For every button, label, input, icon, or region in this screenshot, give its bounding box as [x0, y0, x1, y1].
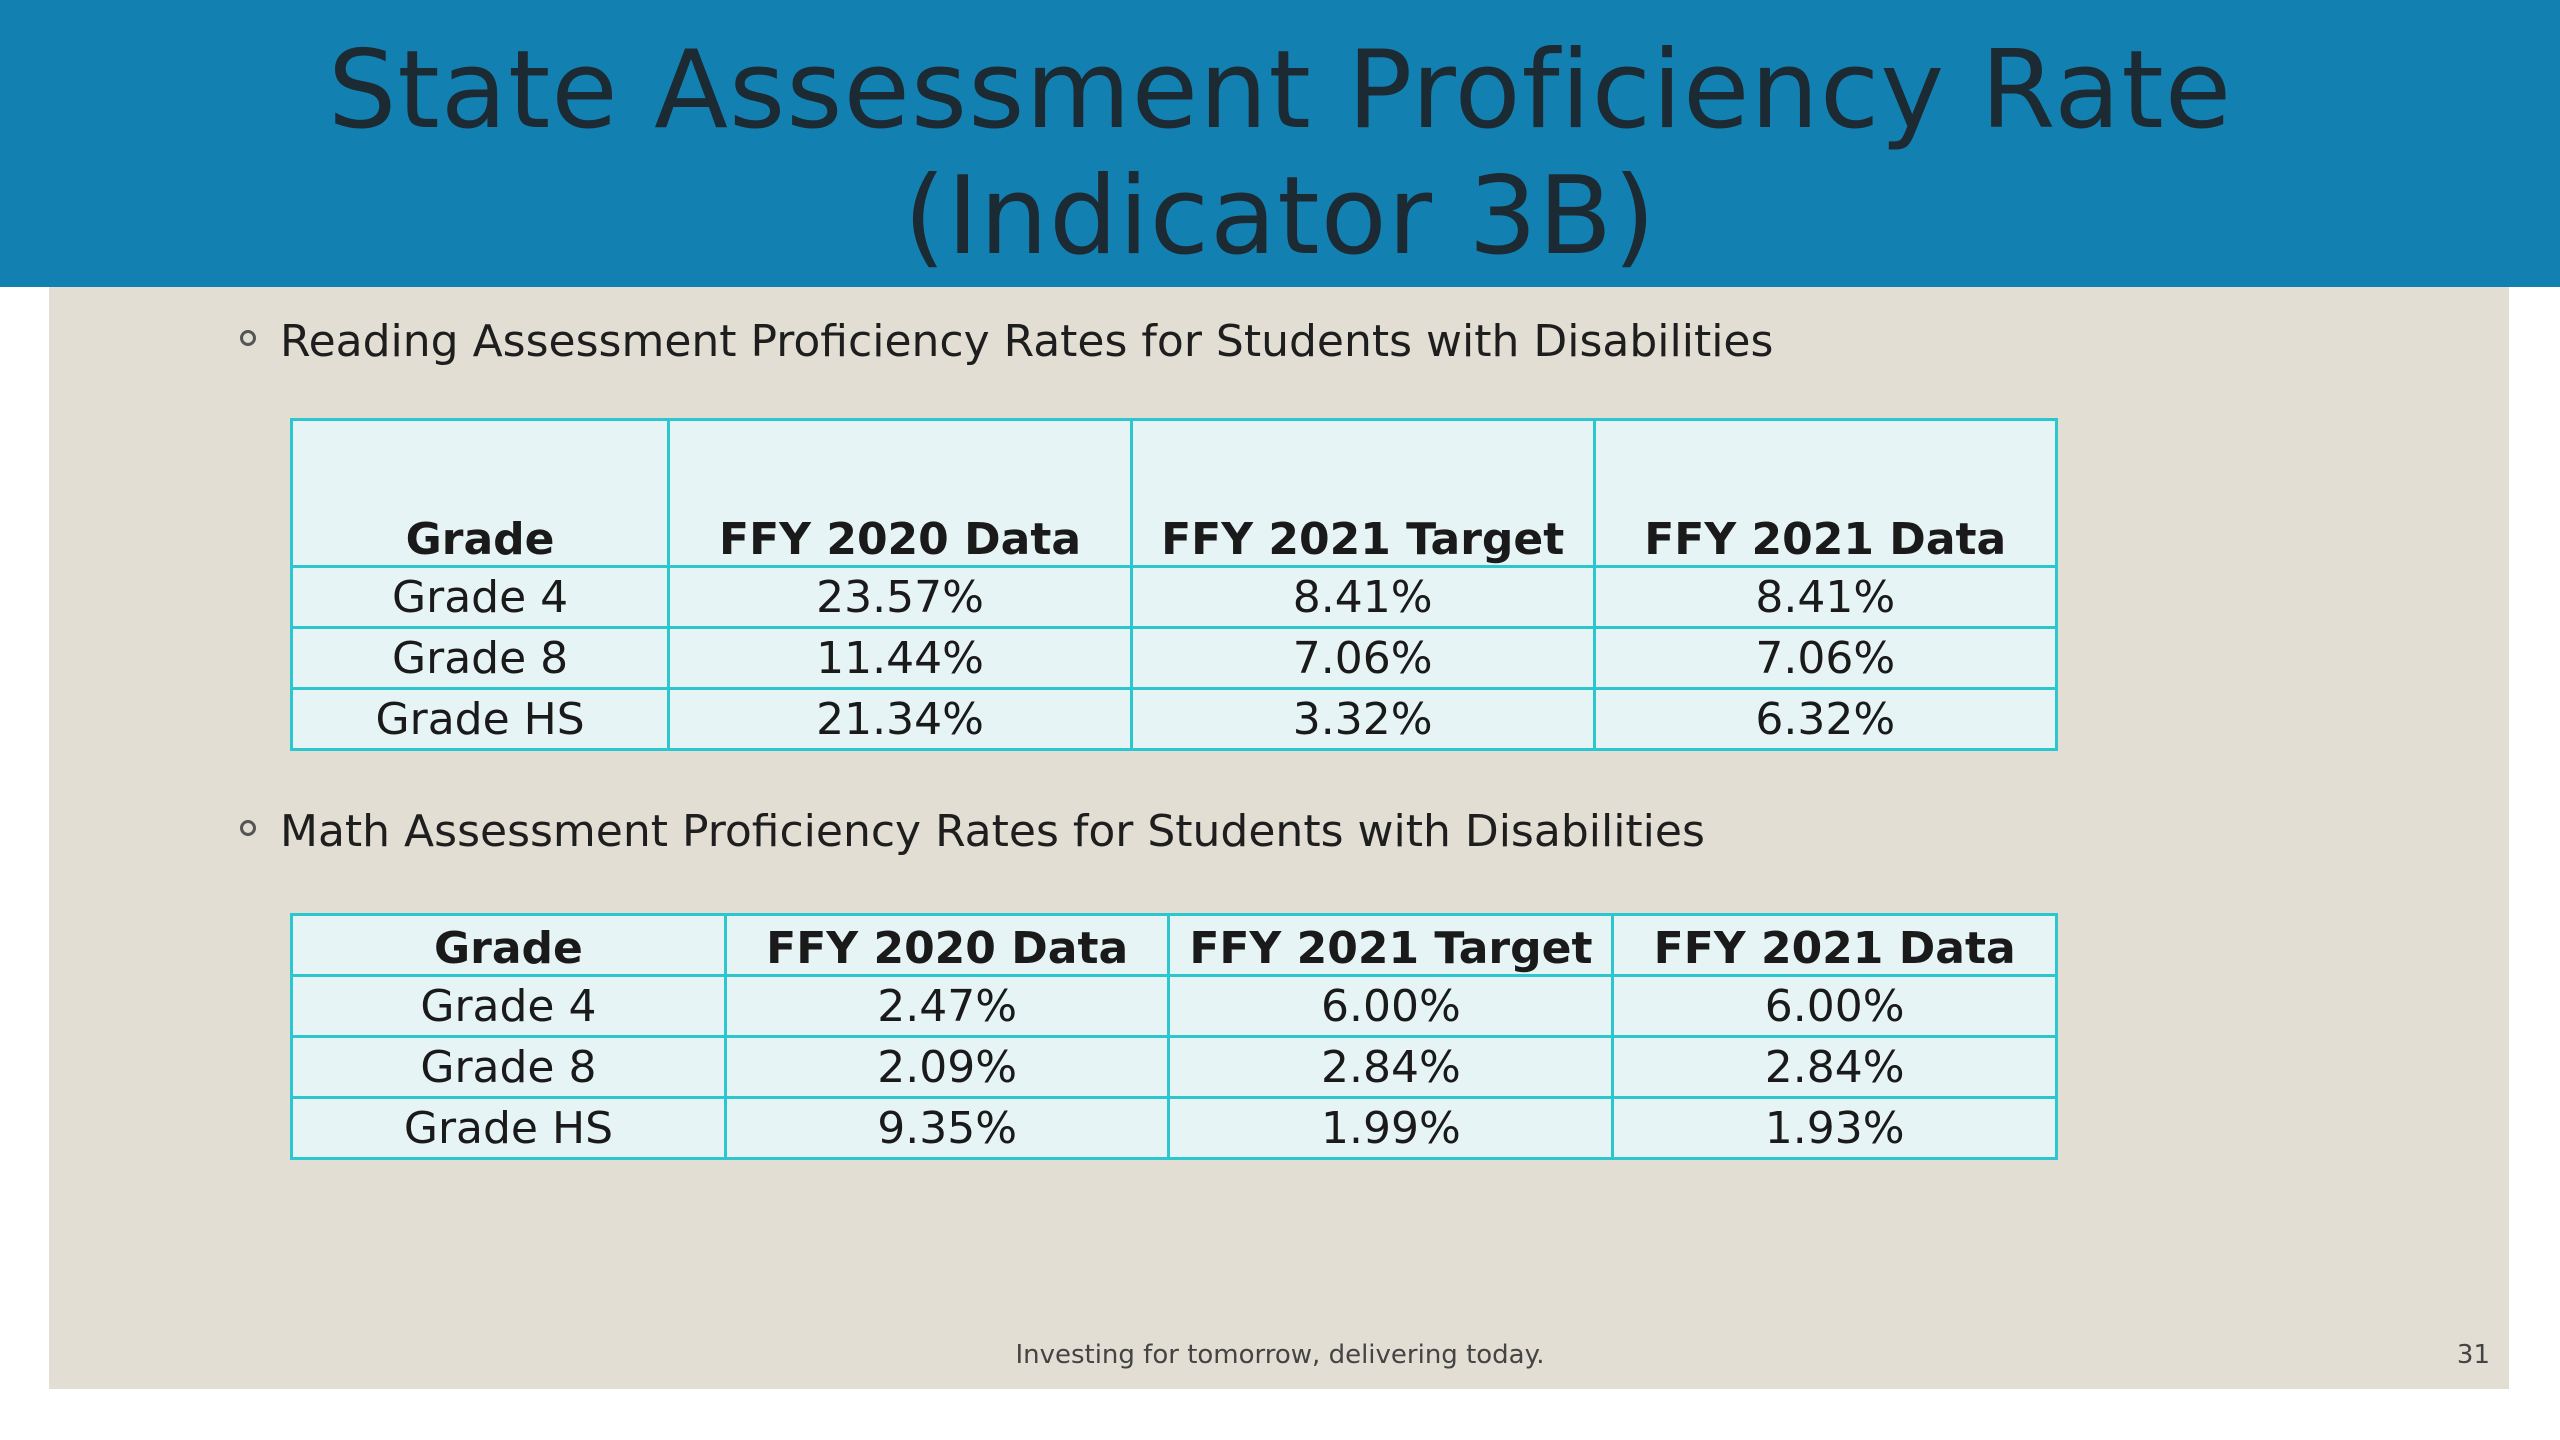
table-cell: Grade HS — [289, 687, 671, 751]
table-cell: Grade HS — [290, 1096, 727, 1160]
bullet-circle-icon — [240, 330, 256, 346]
column-header-ffy2021-data: FFY 2021 Data — [1611, 913, 2058, 977]
table-row: Grade 4 2.47% 6.00% 6.00% — [290, 974, 2058, 1038]
slide-title-line-2: (Indicator 3B) — [903, 154, 1657, 279]
reading-heading: Reading Assessment Proficiency Rates for… — [240, 316, 1773, 367]
table-cell: Grade 8 — [289, 626, 671, 690]
table-cell: 21.34% — [667, 687, 1133, 751]
table-cell: 11.44% — [667, 626, 1133, 690]
column-header-ffy2021-data: FFY 2021 Data — [1592, 418, 2058, 568]
table-row: Grade HS 9.35% 1.99% 1.93% — [290, 1096, 2058, 1160]
column-header-grade: Grade — [290, 913, 727, 977]
page-number: 31 — [2456, 1340, 2490, 1370]
table-cell: 23.57% — [667, 565, 1133, 629]
column-header-ffy2021-target: FFY 2021 Target — [1129, 418, 1596, 568]
table-cell: 6.00% — [1167, 974, 1615, 1038]
table-cell: 2.84% — [1611, 1035, 2058, 1099]
column-header-ffy2020-data: FFY 2020 Data — [723, 913, 1171, 977]
column-header-ffy2020-data: FFY 2020 Data — [667, 418, 1133, 568]
table-cell: 7.06% — [1592, 626, 2058, 690]
table-cell: 7.06% — [1129, 626, 1596, 690]
slide-title-line-1: State Assessment Proficiency Rate — [327, 28, 2233, 153]
table-cell: Grade 4 — [289, 565, 671, 629]
table-header-row: Grade FFY 2020 Data FFY 2021 Target FFY … — [290, 913, 2058, 977]
table-cell: 6.00% — [1611, 974, 2058, 1038]
bullet-circle-icon — [240, 820, 256, 836]
table-header-row: Grade FFY 2020 Data FFY 2021 Target FFY … — [289, 418, 2058, 568]
table-row: Grade 8 2.09% 2.84% 2.84% — [290, 1035, 2058, 1099]
table-cell: 1.93% — [1611, 1096, 2058, 1160]
table-cell: 2.47% — [723, 974, 1171, 1038]
table-row: Grade HS 21.34% 3.32% 6.32% — [289, 687, 2058, 751]
table-cell: 1.99% — [1167, 1096, 1615, 1160]
table-cell: 3.32% — [1129, 687, 1596, 751]
table-row: Grade 8 11.44% 7.06% 7.06% — [289, 626, 2058, 690]
table-row: Grade 4 23.57% 8.41% 8.41% — [289, 565, 2058, 629]
table-cell: 6.32% — [1592, 687, 2058, 751]
column-header-grade: Grade — [289, 418, 671, 568]
table-cell: 2.84% — [1167, 1035, 1615, 1099]
math-heading: Math Assessment Proficiency Rates for St… — [240, 806, 1705, 857]
title-bar — [0, 0, 2560, 287]
table-cell: 8.41% — [1129, 565, 1596, 629]
footer-tagline: Investing for tomorrow, delivering today… — [1015, 1340, 1545, 1370]
table-cell: 2.09% — [723, 1035, 1171, 1099]
column-header-ffy2021-target: FFY 2021 Target — [1167, 913, 1615, 977]
table-cell: Grade 4 — [290, 974, 727, 1038]
math-table: Grade FFY 2020 Data FFY 2021 Target FFY … — [290, 913, 2058, 1160]
table-cell: Grade 8 — [290, 1035, 727, 1099]
slide-title: State Assessment Proficiency Rate (Indic… — [0, 28, 2560, 280]
table-cell: 9.35% — [723, 1096, 1171, 1160]
reading-heading-text: Reading Assessment Proficiency Rates for… — [280, 316, 1774, 367]
math-heading-text: Math Assessment Proficiency Rates for St… — [280, 806, 1705, 857]
reading-table: Grade FFY 2020 Data FFY 2021 Target FFY … — [289, 418, 2058, 751]
table-cell: 8.41% — [1592, 565, 2058, 629]
